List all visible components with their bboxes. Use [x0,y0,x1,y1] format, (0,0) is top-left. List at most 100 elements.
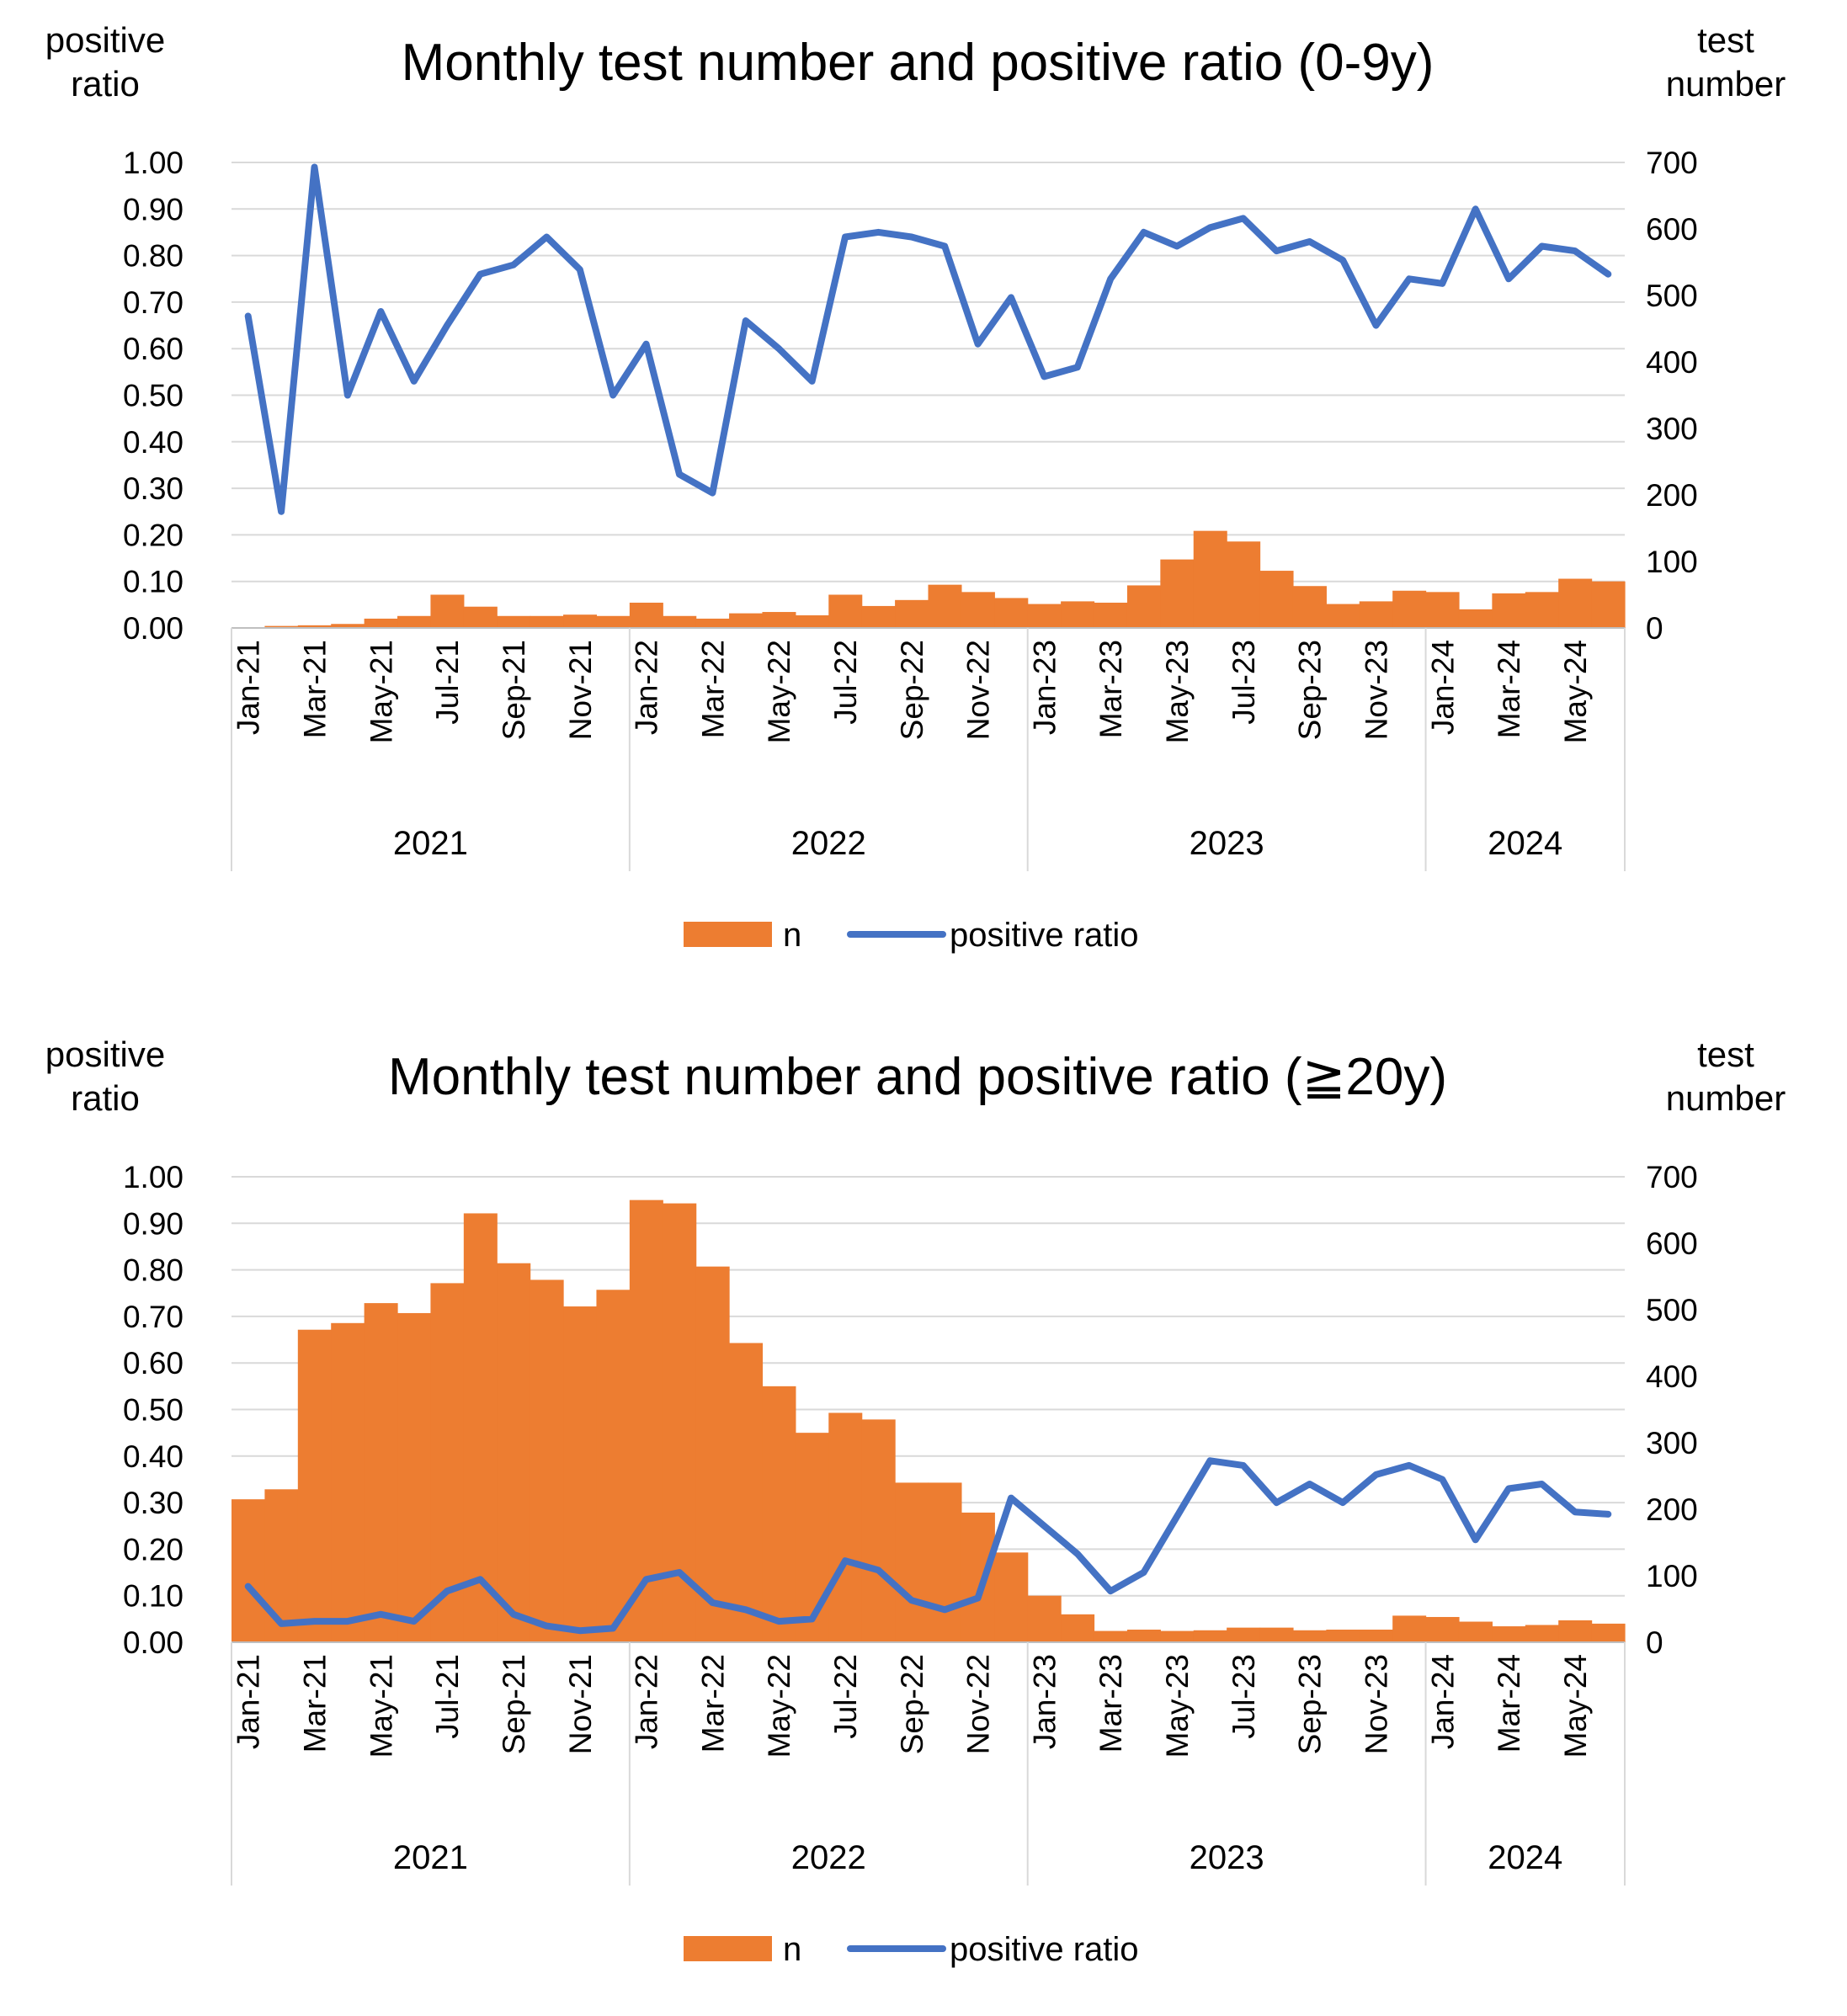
chart-20y-plus-bar-n [729,1343,764,1642]
chart-20y-plus-month-label: May-24 [1558,1654,1593,1758]
chart-0-9y-bar-n [1027,604,1062,628]
chart-0-9y-right-tick-label: 400 [1646,345,1698,380]
chart-0-9y-bar-n [1425,592,1460,628]
chart-20y-plus-month-label: Nov-21 [563,1654,598,1754]
chart-0-9y-bar-n [994,598,1029,628]
chart-0-9y-bar-n [563,614,598,628]
chart-20y-plus-month-label: Jan-24 [1425,1654,1460,1749]
chart-20y-plus-left-axis-title-line2: ratio [71,1078,140,1118]
chart-20y-plus-month-label: Jul-21 [430,1654,465,1739]
chart-0-9y-left-tick-label: 0.50 [123,379,184,413]
chart-20y-plus-month-label: Jul-23 [1227,1654,1261,1739]
chart-0-9y-right-tick-label: 0 [1646,611,1663,646]
chart-20y-plus-legend-label-n: n [783,1931,801,1968]
chart-0-9y-bar-n [1094,602,1128,628]
chart-0-9y-month-label: Sep-21 [497,640,531,740]
chart-0-9y-bar-n [1193,530,1227,628]
chart-0-9y-right-axis-title-line1: test [1697,20,1754,60]
chart-0-9y-month-label: Jan-21 [232,640,266,735]
chart-20y-plus-month-label: Mar-22 [695,1654,730,1753]
chart-20y-plus-month-label: Mar-21 [298,1654,333,1753]
chart-20y-plus-bar-n [895,1482,929,1642]
chart-0-9y-left-tick-label: 0.20 [123,518,184,552]
chart-20y-plus-bar-n [1061,1614,1095,1642]
chart-20y-plus-month-label: Jul-22 [828,1654,863,1739]
chart-20y-plus: Monthly test number and positive ratio (… [0,1014,1847,2016]
chart-20y-plus-month-label: Nov-23 [1359,1654,1393,1754]
chart-20y-plus-bar-n [1359,1629,1393,1642]
chart-20y-plus-year-label: 2023 [1190,1839,1264,1876]
chart-20y-plus-right-tick-label: 0 [1646,1625,1663,1660]
chart-20y-plus-legend-label-positive-ratio: positive ratio [950,1931,1139,1968]
chart-20y-plus-bar-n [828,1412,863,1642]
chart-0-9y: Monthly test number and positive ratio (… [0,0,1847,1002]
chart-20y-plus-bar-n [1326,1629,1360,1642]
chart-0-9y-right-tick-label: 700 [1646,146,1698,180]
chart-20y-plus-month-label: Sep-23 [1293,1654,1328,1754]
chart-0-9y-month-label: Jul-21 [430,640,465,725]
chart-0-9y-right-tick-label: 200 [1646,478,1698,513]
chart-0-9y-month-label: Mar-23 [1094,640,1128,738]
chart-0-9y-bar-n [1458,609,1493,628]
chart-20y-plus-left-tick-label: 1.00 [123,1160,184,1194]
chart-0-9y-month-label: May-22 [762,640,796,743]
chart-0-9y-month-label: Sep-22 [895,640,929,740]
chart-0-9y-left-tick-label: 0.10 [123,565,184,599]
chart-0-9y-bar-n [762,612,796,628]
chart-0-9y-bar-n [1359,601,1393,628]
chart-0-9y-month-label: Nov-22 [961,640,996,740]
chart-0-9y-svg: Monthly test number and positive ratio (… [45,20,1786,954]
chart-0-9y-bar-n [463,606,498,628]
chart-20y-plus-bar-n [397,1312,432,1642]
chart-0-9y-bar-n [695,618,730,628]
chart-0-9y-legend-swatch-n [684,922,772,947]
chart-0-9y-bar-n [1292,586,1327,628]
chart-0-9y-left-tick-label: 0.60 [123,332,184,366]
chart-20y-plus-month-label: May-22 [762,1654,796,1758]
chart-0-9y-left-axis-title-line1: positive [45,20,165,60]
chart-20y-plus-bar-n [629,1199,663,1642]
chart-20y-plus-month-label: Jan-21 [232,1654,266,1749]
chart-0-9y-bar-n [397,615,432,628]
chart-0-9y-month-label: Nov-23 [1359,640,1393,740]
chart-0-9y-month-label: May-24 [1558,640,1593,743]
chart-0-9y-bar-n [596,615,631,628]
chart-0-9y-legend-label-positive-ratio: positive ratio [950,917,1139,954]
chart-20y-plus-bar-n [232,1499,266,1642]
chart-20y-plus-bar-n [1558,1620,1593,1642]
chart-0-9y-bar-n [1227,541,1261,628]
chart-0-9y-bar-n [961,592,995,628]
chart-0-9y-month-label: Jan-22 [630,640,664,735]
chart-20y-plus-year-label: 2024 [1488,1839,1562,1876]
chart-20y-plus-bar-n [1492,1626,1526,1642]
chart-20y-plus-bar-n [430,1283,465,1642]
chart-20y-plus-left-tick-label: 0.00 [123,1625,184,1660]
chart-20y-plus-right-tick-label: 100 [1646,1559,1698,1593]
chart-20y-plus-left-tick-label: 0.60 [123,1346,184,1380]
chart-20y-plus-svg: Monthly test number and positive ratio (… [45,1035,1786,1968]
chart-0-9y-month-label: Mar-21 [298,640,333,738]
chart-20y-plus-right-tick-label: 500 [1646,1293,1698,1327]
chart-0-9y-year-label: 2023 [1190,825,1264,862]
chart-0-9y-bar-n [1061,601,1095,628]
chart-0-9y-left-tick-label: 1.00 [123,146,184,180]
chart-20y-plus-right-tick-label: 400 [1646,1359,1698,1394]
chart-20y-plus-bar-n [1259,1627,1294,1642]
chart-20y-plus-bar-n [1292,1630,1327,1642]
chart-0-9y-year-label: 2022 [791,825,866,862]
chart-20y-plus-bar-n [1193,1630,1227,1642]
chart-20y-plus-bar-n [1591,1623,1626,1642]
chart-0-9y-bar-n [1126,585,1161,628]
chart-0-9y-month-label: Sep-23 [1293,640,1328,740]
chart-20y-plus-bar-n [264,1489,299,1642]
chart-0-9y-left-tick-label: 0.00 [123,611,184,646]
chart-0-9y-bar-n [297,625,332,628]
chart-20y-plus-line-positive-ratio [244,1457,1612,1635]
chart-0-9y-month-label: Jan-23 [1027,640,1062,735]
chart-20y-plus-bar-n [596,1290,631,1642]
chart-0-9y-left-tick-label: 0.40 [123,425,184,460]
chart-0-9y-bar-n [1392,590,1427,628]
chart-0-9y-right-tick-label: 500 [1646,279,1698,313]
chart-0-9y-month-label: Nov-21 [563,640,598,740]
chart-0-9y-year-label: 2021 [393,825,468,862]
